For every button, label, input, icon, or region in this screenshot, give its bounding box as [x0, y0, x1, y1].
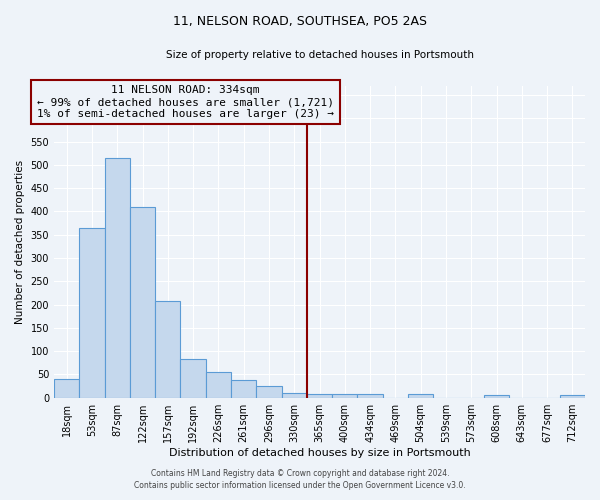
Bar	[560, 396, 585, 398]
Bar	[256, 386, 281, 398]
Bar	[130, 207, 155, 398]
Bar	[79, 228, 104, 398]
Bar	[307, 394, 332, 398]
Text: 11 NELSON ROAD: 334sqm
← 99% of detached houses are smaller (1,721)
1% of semi-d: 11 NELSON ROAD: 334sqm ← 99% of detached…	[37, 86, 334, 118]
Bar	[206, 372, 231, 398]
X-axis label: Distribution of detached houses by size in Portsmouth: Distribution of detached houses by size …	[169, 448, 470, 458]
Y-axis label: Number of detached properties: Number of detached properties	[15, 160, 25, 324]
Bar	[231, 380, 256, 398]
Bar	[155, 302, 181, 398]
Bar	[104, 158, 130, 398]
Text: 11, NELSON ROAD, SOUTHSEA, PO5 2AS: 11, NELSON ROAD, SOUTHSEA, PO5 2AS	[173, 15, 427, 28]
Title: Size of property relative to detached houses in Portsmouth: Size of property relative to detached ho…	[166, 50, 473, 60]
Bar	[358, 394, 383, 398]
Bar	[408, 394, 433, 398]
Bar	[281, 393, 307, 398]
Bar	[484, 396, 509, 398]
Bar	[181, 358, 206, 398]
Text: Contains HM Land Registry data © Crown copyright and database right 2024.
Contai: Contains HM Land Registry data © Crown c…	[134, 468, 466, 490]
Bar	[332, 394, 358, 398]
Bar	[54, 379, 79, 398]
